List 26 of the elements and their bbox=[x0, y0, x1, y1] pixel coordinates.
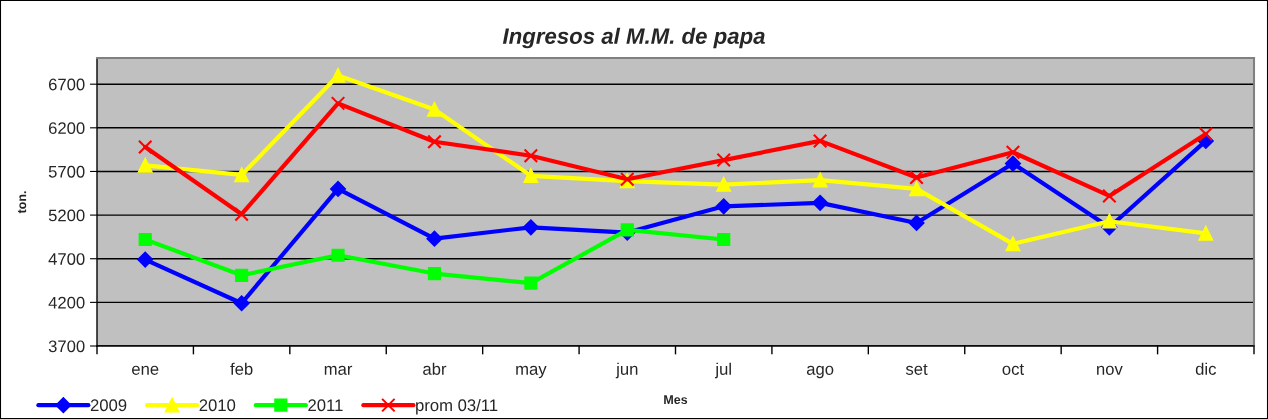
x-tick-label: abr bbox=[423, 362, 447, 375]
x-tick-label: ene bbox=[132, 365, 159, 375]
y-tick-label: 5200 bbox=[48, 209, 85, 222]
y-tick-label: 4700 bbox=[48, 253, 85, 265]
x-tick-label: dic bbox=[1195, 362, 1216, 375]
x-tick-label: jul bbox=[714, 362, 731, 379]
y-tick-label: 6200 bbox=[48, 122, 85, 135]
chart-title: Ingresos al M.M. de papa bbox=[502, 27, 765, 49]
legend-label: prom 03/11 bbox=[416, 398, 498, 415]
legend-label: 2009 bbox=[90, 399, 127, 412]
y-tick-label: 4200 bbox=[48, 296, 85, 309]
x-tick-label: feb bbox=[230, 362, 253, 375]
x-tick-label: oct bbox=[1002, 363, 1024, 375]
legend-label: 2010 bbox=[199, 399, 236, 412]
y-tick-label: 5700 bbox=[48, 165, 85, 178]
legend-label: 2011 bbox=[308, 399, 343, 412]
y-axis-title: ton. bbox=[17, 191, 27, 214]
x-tick-label: nov bbox=[1097, 365, 1123, 375]
x-tick-label: set bbox=[905, 363, 928, 375]
x-tick-label: jun bbox=[615, 362, 638, 379]
x-axis-title: Mes bbox=[664, 395, 688, 405]
y-tick-label: 6700 bbox=[48, 78, 85, 91]
x-tick-label: ago bbox=[806, 365, 834, 379]
x-tick-label: may bbox=[516, 365, 547, 379]
x-tick-label: mar bbox=[324, 365, 353, 375]
y-tick-label: 3700 bbox=[48, 340, 85, 353]
